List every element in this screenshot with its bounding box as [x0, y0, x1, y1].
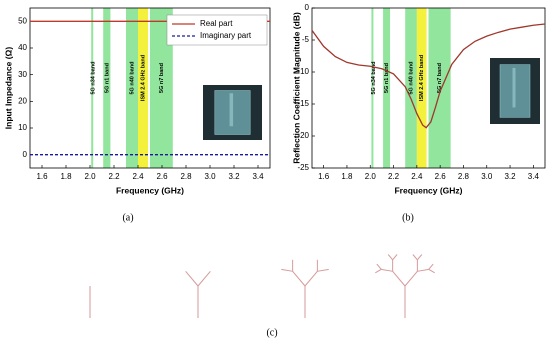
tree-branch: [392, 254, 398, 261]
x-tick-label: 1.8: [60, 172, 72, 181]
tree-branch: [416, 254, 423, 261]
frequency-band: [103, 8, 111, 168]
band-label: ISM 2.4 GHz band: [419, 55, 425, 101]
band-label: 5G n34 band: [91, 61, 97, 94]
y-tick-label: 10: [18, 123, 27, 132]
legend-box: [166, 14, 268, 46]
band-label: 5G n1 band: [104, 63, 110, 93]
y-axis-label: Reflection Coefficient Magnitude (dB): [291, 12, 301, 164]
x-tick-label: 1.6: [318, 172, 330, 181]
antenna-strip: [512, 67, 516, 108]
plot-frame: [29, 7, 271, 169]
y-tick-label: 40: [18, 43, 27, 52]
tree-branch: [292, 270, 306, 287]
tree-branch: [317, 268, 329, 272]
x-tick-label: 2.0: [84, 172, 96, 181]
y-tick-label: -5: [302, 35, 310, 44]
tree-branch: [387, 254, 394, 261]
band-label: ISM 2.4 GHz band: [140, 55, 146, 101]
tree-branch: [197, 270, 211, 287]
band-label: 5G n1 band: [384, 63, 390, 93]
tree-branch: [412, 254, 418, 261]
x-tick-label: 2.2: [388, 172, 400, 181]
frequency-band: [138, 8, 149, 168]
y-tick-label: -10: [297, 67, 309, 76]
caption: (b): [402, 212, 414, 223]
y-tick-label: 0: [305, 3, 310, 12]
y-tick-label: 20: [18, 96, 27, 105]
x-tick-label: 2.0: [365, 172, 377, 181]
legend-label: Real part: [200, 19, 233, 28]
x-tick-label: 2.6: [156, 172, 168, 181]
x-tick-label: 2.6: [435, 172, 447, 181]
y-axis-label: Input Impedance (Ω): [3, 47, 13, 130]
frequency-band: [126, 8, 138, 168]
x-tick-label: 3.4: [528, 172, 540, 181]
frequency-band: [416, 8, 427, 168]
frequency-band: [91, 8, 94, 168]
tree-branch: [428, 268, 435, 274]
tree-branch: [381, 268, 393, 272]
tree-branch: [281, 268, 293, 272]
tree-branch: [417, 268, 429, 272]
y-tick-label: 0: [23, 150, 28, 159]
legend-label: Imaginary part: [200, 31, 252, 40]
y-tick-label: 30: [18, 70, 27, 79]
tree-branch: [376, 263, 382, 270]
frequency-band: [383, 8, 391, 168]
band-label: 5G n40 band: [129, 61, 135, 94]
x-tick-label: 2.8: [458, 172, 470, 181]
x-tick-label: 3.0: [204, 172, 216, 181]
x-axis-label: Frequency (GHz): [394, 185, 462, 195]
x-tick-label: 2.4: [132, 172, 144, 181]
x-tick-label: 3.2: [228, 172, 240, 181]
x-axis-label: Frequency (GHz): [116, 185, 184, 195]
band-label: 5G n40 band: [408, 61, 414, 94]
frequency-band: [428, 8, 451, 168]
x-tick-label: 2.8: [180, 172, 192, 181]
frequency-band: [150, 8, 173, 168]
plot-frame: [311, 7, 546, 169]
band-label: 5G n34 band: [371, 61, 377, 94]
antenna-strip: [229, 93, 234, 127]
x-tick-label: 2.2: [108, 172, 120, 181]
x-tick-label: 3.4: [252, 172, 264, 181]
series-line: [311, 23, 546, 129]
tree-branch: [428, 263, 434, 270]
x-tick-label: 3.2: [504, 172, 516, 181]
x-tick-label: 1.6: [36, 172, 48, 181]
caption: (c): [266, 327, 277, 338]
x-tick-label: 2.4: [411, 172, 423, 181]
x-tick-label: 3.0: [481, 172, 493, 181]
tree-branch: [375, 268, 382, 274]
x-tick-label: 1.8: [341, 172, 353, 181]
tree-branch: [404, 270, 418, 287]
frequency-band: [371, 8, 374, 168]
y-tick-label: 50: [18, 16, 27, 25]
y-tick-label: -15: [297, 99, 309, 108]
band-label: 5G n7 band: [159, 63, 165, 93]
caption: (a): [122, 212, 133, 223]
tree-branch: [304, 270, 318, 287]
tree-branch: [392, 270, 406, 287]
band-label: 5G n7 band: [437, 63, 443, 93]
y-tick-label: -20: [297, 131, 309, 140]
y-tick-label: -25: [297, 163, 309, 172]
tree-branch: [185, 270, 199, 287]
frequency-band: [405, 8, 417, 168]
